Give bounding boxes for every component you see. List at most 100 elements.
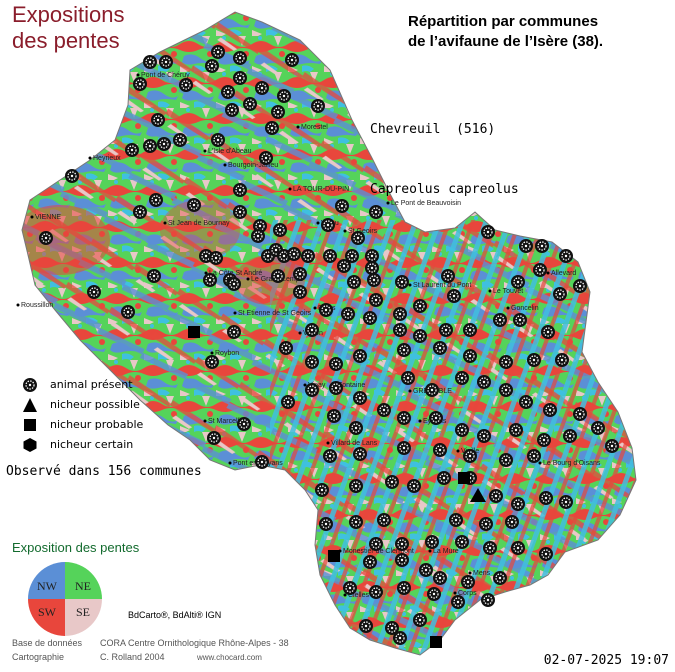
town-label: St Etienne de St Geoirs — [238, 310, 312, 317]
repartition-title: Répartition par communes de l’avifaune d… — [408, 12, 603, 52]
animal-present-marker — [271, 105, 285, 119]
town-label: Pont de Chéruy — [141, 72, 190, 79]
animal-present-marker — [347, 275, 361, 289]
animal-present-marker — [539, 547, 553, 561]
animal-present-marker — [377, 513, 391, 527]
animal-present-marker — [39, 231, 53, 245]
species-latin-name: Capreolus capreolus — [370, 182, 519, 197]
town-dot — [204, 271, 208, 275]
animal-present-marker — [407, 479, 421, 493]
species-info: Chevreuil (516) Capreolus capreolus — [370, 80, 519, 220]
town-dot — [30, 215, 34, 219]
expositions-title-line2: des pentes — [12, 28, 120, 53]
animal-present-marker — [591, 421, 605, 435]
town-dot — [246, 277, 250, 281]
animal-present-marker — [323, 449, 337, 463]
animal-present-marker — [385, 621, 399, 635]
town-label: St Marcellin — [208, 418, 245, 425]
expositions-title: Expositions des pentes — [12, 2, 125, 54]
town-label: LA TOUR-DU-PIN — [293, 186, 349, 193]
animal-present-marker — [285, 53, 299, 67]
town-label: St Jean de Bournay — [168, 220, 230, 227]
animal-present-marker — [455, 535, 469, 549]
carto-value: C. Rolland 2004 — [100, 652, 165, 662]
animal-present-marker — [605, 439, 619, 453]
animal-present-marker — [393, 307, 407, 321]
animal-present-marker — [477, 375, 491, 389]
website-link[interactable]: www.chocard.com — [197, 653, 262, 662]
animal-present-marker — [319, 517, 333, 531]
observed-count: Observé dans 156 communes — [6, 464, 202, 479]
town-label: Monestier de Clermont — [343, 548, 414, 555]
animal-present-marker — [151, 113, 165, 127]
animal-present-marker — [227, 277, 241, 291]
animal-present-marker — [329, 357, 343, 371]
animal-present-marker — [559, 495, 573, 509]
animal-present-marker — [463, 323, 477, 337]
animal-present-marker — [301, 249, 315, 263]
town-label: Mens — [473, 570, 491, 577]
animal-present-marker — [233, 51, 247, 65]
animal-present-marker — [159, 55, 173, 69]
animal-present-marker — [205, 355, 219, 369]
animal-present-marker — [439, 323, 453, 337]
animal-present-marker — [271, 269, 285, 283]
animal-present-marker — [233, 71, 247, 85]
animal-present-marker — [559, 249, 573, 263]
legend-item-nicheur-possible: nicheur possible — [22, 396, 182, 414]
town-dot — [453, 591, 457, 595]
animal-present-marker — [425, 535, 439, 549]
quadrant-se — [65, 599, 102, 636]
town-label: Corps — [458, 590, 477, 597]
hexagon-icon — [23, 438, 37, 452]
town-dot — [163, 221, 167, 225]
town-label: St Geoirs — [348, 228, 378, 235]
animal-present-marker — [211, 133, 225, 147]
legend-label-nicheur-certain: nicheur certain — [50, 438, 134, 451]
animal-present-marker — [511, 275, 525, 289]
town-dot — [326, 441, 330, 445]
square-icon — [24, 419, 36, 431]
nicheur-probable-marker — [430, 636, 442, 648]
animal-present-marker — [293, 285, 307, 299]
animal-present-marker — [335, 199, 349, 213]
animal-present-marker — [225, 103, 239, 117]
animal-present-marker — [499, 355, 513, 369]
animal-present-marker — [479, 517, 493, 531]
timestamp: 02-07-2025 19:07 — [543, 653, 669, 668]
carto-label: Cartographie — [12, 652, 65, 662]
town-label: Le Touvet — [493, 288, 523, 295]
animal-present-marker — [259, 151, 273, 165]
animal-present-marker — [363, 555, 377, 569]
animal-present-marker — [305, 355, 319, 369]
animal-present-marker — [483, 541, 497, 555]
town-dot — [316, 221, 320, 225]
animal-present-marker — [451, 595, 465, 609]
expositions-title-line1: Expositions — [12, 2, 125, 27]
animal-present-marker — [493, 571, 507, 585]
animal-present-marker — [329, 381, 343, 395]
animal-present-marker — [433, 443, 447, 457]
animal-present-marker — [353, 349, 367, 363]
town-dot — [296, 125, 300, 129]
observation-markers — [39, 45, 619, 648]
animal-present-marker — [365, 261, 379, 275]
town-dot — [298, 331, 302, 335]
animal-present-marker — [413, 329, 427, 343]
animal-present-marker — [349, 515, 363, 529]
species-common-name: Chevreuil — [370, 122, 441, 137]
nicheur-probable-marker — [328, 550, 340, 562]
animal-present-marker — [393, 323, 407, 337]
animal-present-marker — [563, 429, 577, 443]
animal-present-marker — [369, 293, 383, 307]
town-dot — [538, 461, 542, 465]
town-dot — [408, 389, 412, 393]
animal-present-marker — [369, 537, 383, 551]
animal-present-marker — [243, 97, 257, 111]
animal-present-marker — [321, 218, 335, 232]
animal-present-marker — [455, 423, 469, 437]
town-label: Le Bourg d'Oisans — [543, 460, 601, 467]
exposition-legend-title: Exposition des pentes — [12, 540, 140, 555]
town-label: Goncelin — [511, 305, 539, 312]
animal-present-marker — [179, 78, 193, 92]
